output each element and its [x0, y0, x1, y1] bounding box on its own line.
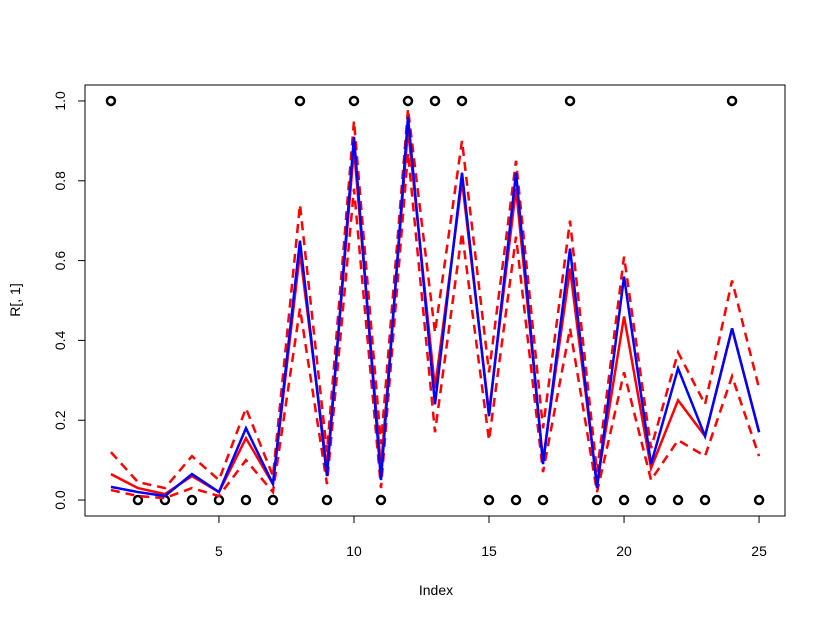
point [564, 95, 576, 107]
point [402, 95, 414, 107]
x-tick-label: 20 [616, 543, 632, 559]
y-axis-label: R[, 1] [7, 283, 23, 316]
point [240, 494, 252, 506]
y-tick-label: 1.0 [52, 91, 68, 111]
x-tick-label: 10 [346, 543, 362, 559]
series-line [110, 116, 761, 498]
point [753, 494, 765, 506]
band-line [110, 152, 761, 500]
y-tick-label: 0.8 [52, 171, 68, 191]
band-line [109, 108, 761, 490]
point [618, 494, 630, 506]
point [591, 494, 603, 506]
point [375, 494, 387, 506]
point [483, 494, 495, 506]
point [132, 494, 144, 506]
point [726, 95, 738, 107]
point [672, 494, 684, 506]
point [699, 494, 711, 506]
point [537, 494, 549, 506]
point [429, 95, 441, 107]
point [456, 95, 468, 107]
x-tick-label: 25 [751, 543, 767, 559]
y-tick-label: 0.6 [52, 251, 68, 271]
point [186, 494, 198, 506]
series-line [110, 128, 761, 496]
point [267, 494, 279, 506]
x-tick-label: 5 [215, 543, 223, 559]
y-tick-label: 0.2 [52, 410, 68, 430]
point [294, 95, 306, 107]
x-tick-label: 15 [481, 543, 497, 559]
point [348, 95, 360, 107]
y-tick-label: 0.0 [52, 490, 68, 510]
plot-box [84, 84, 786, 517]
point [105, 95, 117, 107]
x-axis-label: Index [419, 582, 453, 598]
y-tick-label: 0.4 [52, 330, 68, 350]
point [510, 494, 522, 506]
point [645, 494, 657, 506]
point [321, 494, 333, 506]
